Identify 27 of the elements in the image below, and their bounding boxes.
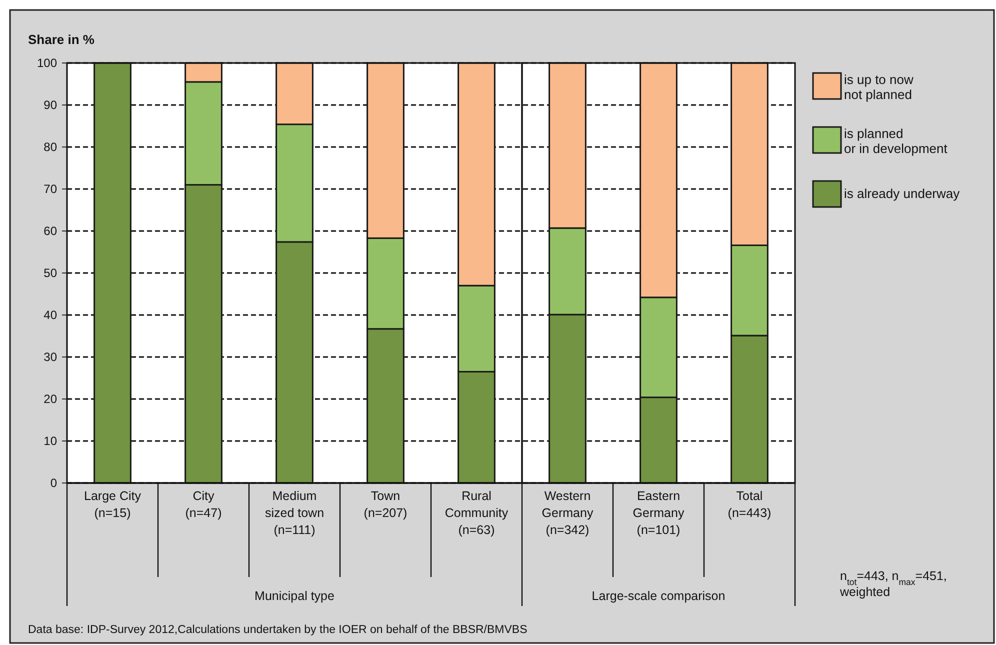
y-tick-label: 40 — [44, 308, 58, 322]
x-tick-label: Eastern Germany (n=101) — [632, 489, 685, 537]
y-tick-label: 90 — [44, 98, 58, 112]
x-tick-label: City (n=47) — [185, 489, 222, 520]
y-tick-label: 100 — [36, 56, 58, 70]
y-tick-label: 10 — [44, 434, 58, 448]
text: Municipal type — [254, 589, 334, 603]
legend-label: is already underway — [844, 186, 960, 201]
x-tick-label: Rural Community (n=63) — [444, 489, 509, 537]
y-axis-title: Share in % — [28, 32, 95, 47]
y-tick-label: 30 — [44, 350, 58, 364]
x-tick-label: Western Germany (n=342) — [542, 489, 594, 537]
text: Data base: IDP-Survey 2012,Calculations undertaken by the IOER on behalf of the BBSR/BMVBS — [28, 624, 528, 636]
text: Large-scale comparison — [592, 589, 726, 603]
x-tick-label: Medium sized town (n=111) — [264, 489, 324, 537]
y-tick-label: 20 — [44, 392, 58, 406]
y-tick-label: 0 — [50, 476, 58, 490]
y-tick-label: 70 — [44, 182, 58, 196]
y-tick-label: 80 — [44, 140, 58, 154]
y-tick-label: 60 — [44, 224, 58, 238]
x-tick-label: Total (n=443) — [728, 489, 772, 520]
legend-label: is planned or in development — [844, 126, 948, 156]
x-tick-label: Town (n=207) — [364, 489, 408, 520]
text: n$_{tot}$=443, n$_{max}$=451, weighted — [840, 569, 947, 599]
legend-label: is up to now not planned — [844, 72, 914, 102]
y-tick-label: 50 — [44, 266, 58, 280]
x-tick-label: Large City (n=15) — [84, 489, 142, 520]
